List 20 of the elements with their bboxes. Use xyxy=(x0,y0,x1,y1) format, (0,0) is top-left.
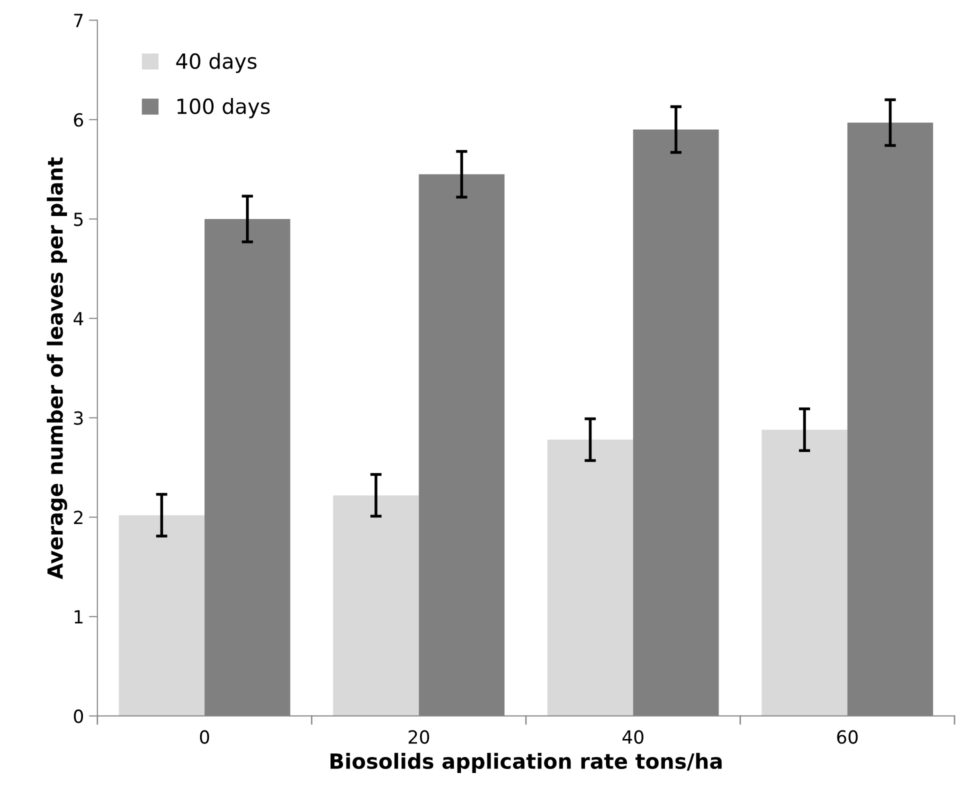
bar xyxy=(118,515,205,716)
x-tick-label: 40 xyxy=(622,730,644,744)
bar xyxy=(547,440,634,716)
y-tick-label: 0 xyxy=(74,709,84,724)
y-tick-label: 1 xyxy=(74,610,83,624)
y-tick-label: 2 xyxy=(74,510,82,524)
bar xyxy=(333,495,419,716)
y-tick-label: 7 xyxy=(74,14,83,28)
bar xyxy=(762,430,848,716)
y-tick-label: 6 xyxy=(74,113,84,127)
legend-label: 40 days xyxy=(176,52,256,74)
x-tick-label: 60 xyxy=(837,730,858,744)
y-axis-title: Average number of leaves per plant xyxy=(46,157,68,580)
x-tick-label: 20 xyxy=(408,730,430,744)
y-tick-label: 4 xyxy=(74,312,84,326)
y-tick-label: 3 xyxy=(74,411,83,425)
x-tick-label: 0 xyxy=(200,730,210,744)
legend-label: 100 days xyxy=(177,98,270,118)
x-axis-title: Biosolids application rate tons/ha xyxy=(330,752,722,774)
y-tick-label: 5 xyxy=(74,212,83,226)
